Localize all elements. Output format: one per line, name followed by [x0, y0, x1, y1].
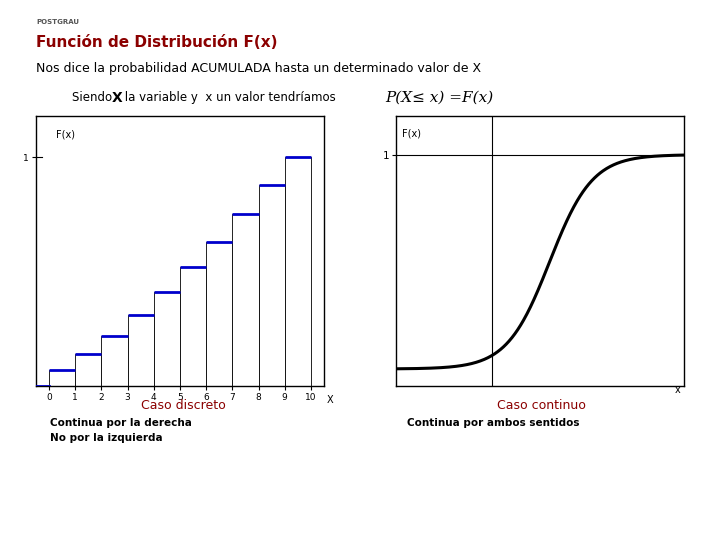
Bar — [284, 157, 311, 386]
Text: Caso continuo: Caso continuo — [497, 399, 586, 411]
Text: Función de Distribución F(x): Función de Distribución F(x) — [36, 35, 277, 50]
Bar — [127, 315, 154, 386]
Bar — [76, 354, 102, 386]
Text: Continua por la derecha: Continua por la derecha — [50, 418, 192, 428]
Text: X: X — [327, 395, 333, 405]
Text: la variable y  x un valor tendríamos: la variable y x un valor tendríamos — [121, 91, 336, 104]
Text: F(x): F(x) — [55, 130, 75, 140]
Text: POSTGRAU: POSTGRAU — [36, 19, 79, 25]
Bar — [258, 185, 284, 386]
Text: Siendo: Siendo — [72, 91, 116, 104]
Text: Continua por ambos sentidos: Continua por ambos sentidos — [407, 418, 580, 428]
Text: Caso discreto: Caso discreto — [141, 399, 226, 411]
Text: Nos dice la probabilidad ACUMULADA hasta un determinado valor de X: Nos dice la probabilidad ACUMULADA hasta… — [36, 62, 481, 75]
Bar — [102, 336, 127, 386]
Bar — [180, 267, 206, 386]
Text: P(X≤ x) =F(x): P(X≤ x) =F(x) — [385, 91, 493, 105]
Text: No por la izquierda: No por la izquierda — [50, 433, 163, 443]
Text: F(x): F(x) — [402, 129, 420, 139]
Bar — [49, 370, 76, 386]
Text: x: x — [675, 386, 680, 395]
Text: X: X — [112, 91, 122, 105]
Bar — [154, 292, 180, 386]
Bar — [233, 214, 258, 386]
Bar — [206, 242, 233, 386]
